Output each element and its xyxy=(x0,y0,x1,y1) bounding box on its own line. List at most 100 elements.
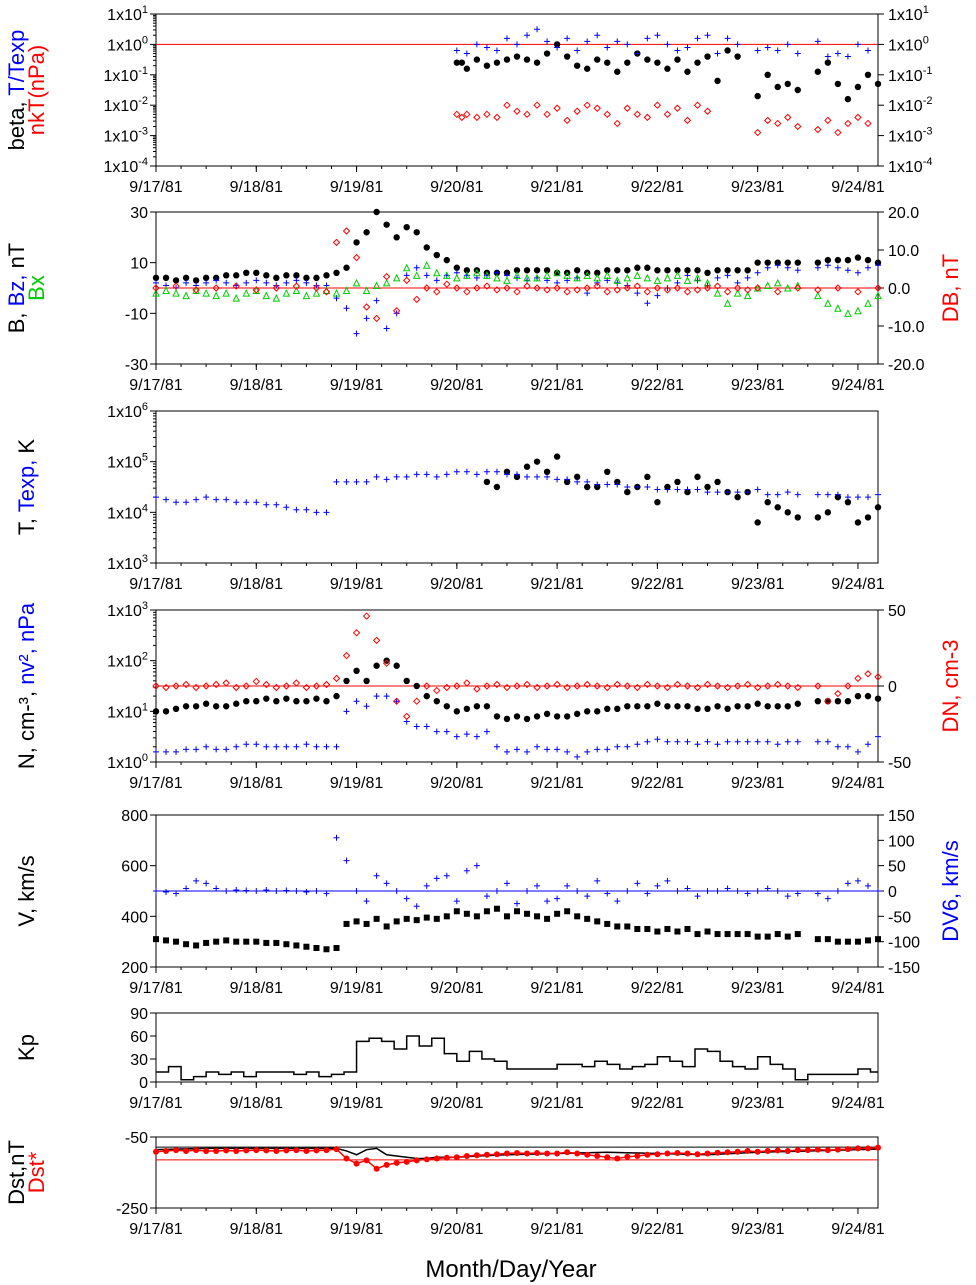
data-point xyxy=(303,943,310,950)
data-point xyxy=(834,128,842,137)
data-point xyxy=(343,857,350,864)
data-point xyxy=(263,1147,270,1154)
x-tick-label: 9/19/81 xyxy=(330,775,383,792)
data-point xyxy=(714,741,721,748)
data-point xyxy=(844,267,851,274)
data-point xyxy=(583,483,591,491)
x-tick-label: 9/23/81 xyxy=(731,1095,784,1112)
data-point xyxy=(173,748,180,755)
data-point xyxy=(503,471,510,478)
data-point xyxy=(503,1150,510,1157)
data-point xyxy=(373,693,380,700)
data-point xyxy=(383,880,390,887)
data-point xyxy=(343,478,350,485)
data-point xyxy=(343,920,350,927)
data-point xyxy=(864,256,872,264)
data-point xyxy=(363,478,370,485)
data-point xyxy=(273,698,280,705)
data-point xyxy=(152,274,160,282)
data-point xyxy=(724,885,731,892)
data-point xyxy=(534,913,541,920)
data-point xyxy=(844,743,851,750)
data-point xyxy=(694,1151,701,1158)
data-point xyxy=(524,748,531,755)
data-point xyxy=(764,933,771,940)
data-point xyxy=(413,682,420,690)
data-point xyxy=(203,880,210,887)
data-point xyxy=(564,748,571,755)
data-point xyxy=(684,885,691,892)
data-point xyxy=(864,119,872,128)
data-point xyxy=(292,286,301,295)
data-point xyxy=(233,700,240,707)
data-point xyxy=(764,71,771,79)
data-point xyxy=(773,278,782,287)
data-point xyxy=(864,1145,871,1152)
data-point xyxy=(623,104,632,112)
data-point xyxy=(874,80,882,88)
data-point xyxy=(624,59,631,66)
data-point xyxy=(293,942,300,949)
data-point xyxy=(203,1147,210,1154)
data-point xyxy=(593,273,602,282)
data-point xyxy=(223,496,230,503)
data-point xyxy=(433,473,440,480)
data-point xyxy=(533,458,541,465)
data-point xyxy=(493,483,501,491)
data-point xyxy=(743,680,752,689)
data-point xyxy=(684,486,691,493)
data-point xyxy=(733,284,742,292)
data-point xyxy=(453,284,461,292)
data-point xyxy=(664,41,671,48)
data-point xyxy=(192,683,200,692)
data-point xyxy=(312,288,321,297)
data-point xyxy=(684,926,691,932)
data-point xyxy=(874,284,882,292)
data-point xyxy=(153,748,159,755)
y-axis-label: N, cm-³, nv², nPa xyxy=(14,602,39,769)
x-tick-label: 9/24/81 xyxy=(831,775,884,792)
data-point xyxy=(874,673,882,681)
data-point xyxy=(173,938,180,945)
data-point xyxy=(604,1154,611,1161)
data-point xyxy=(744,267,751,274)
data-point xyxy=(594,746,601,753)
data-point xyxy=(854,254,862,261)
data-point xyxy=(784,509,791,516)
data-point xyxy=(584,1151,591,1158)
y-tick-label: 90 xyxy=(130,1006,148,1023)
data-point xyxy=(233,272,240,279)
data-point xyxy=(293,506,300,513)
data-point xyxy=(493,680,501,689)
data-point xyxy=(704,1150,711,1157)
data-point xyxy=(544,38,551,45)
data-point xyxy=(714,1149,721,1156)
data-point xyxy=(574,913,581,920)
data-point xyxy=(313,274,320,282)
data-point xyxy=(554,476,561,483)
data-point xyxy=(222,703,230,710)
data-point xyxy=(564,1149,571,1156)
data-point xyxy=(523,56,531,63)
data-point xyxy=(172,682,180,690)
data-point xyxy=(753,128,762,137)
data-point xyxy=(743,286,752,294)
data-point xyxy=(754,933,761,940)
data-point xyxy=(564,882,571,889)
data-point xyxy=(543,468,551,475)
data-point xyxy=(784,893,791,900)
series-0 xyxy=(152,657,882,723)
x-tick-label: 9/21/81 xyxy=(530,775,583,792)
data-point xyxy=(834,304,842,312)
data-point xyxy=(172,277,180,284)
data-point xyxy=(654,499,661,506)
data-point xyxy=(202,274,210,282)
data-point xyxy=(213,1147,220,1154)
data-point xyxy=(814,264,821,271)
data-point xyxy=(463,65,471,72)
x-tick-label: 9/20/81 xyxy=(430,576,483,593)
data-point xyxy=(854,83,862,91)
data-point xyxy=(373,915,380,922)
data-point xyxy=(243,887,250,894)
